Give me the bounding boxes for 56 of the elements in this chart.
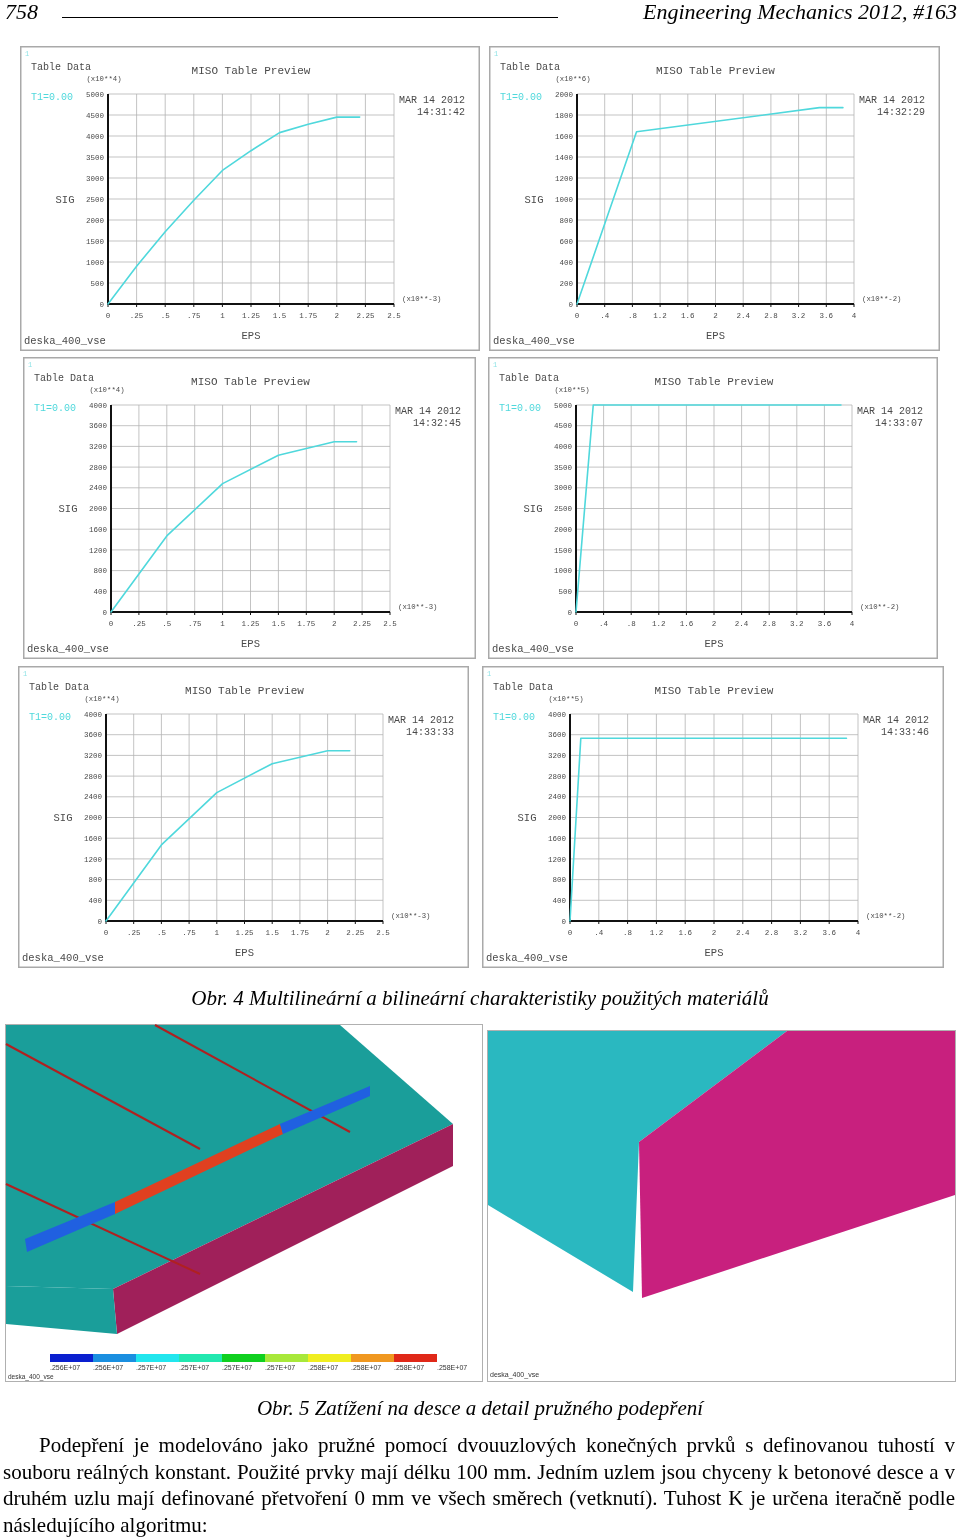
- line-series: [105, 749, 351, 922]
- x-axis-title: EPS: [235, 947, 254, 959]
- y-axis-title: SIG: [524, 193, 544, 206]
- text: Obr. 4 Multilineární a bilineární charakteristiky použitých materiálů: [190, 985, 770, 1011]
- text: T1=0.00: [31, 91, 74, 103]
- x-axis-title: EPS: [704, 638, 724, 650]
- text: Engineering Mechanics 2012, #163: [642, 0, 957, 24]
- text: Table Data: [29, 682, 90, 693]
- text: T1=0.00: [499, 402, 542, 414]
- text: deska_400_vse: [24, 335, 106, 347]
- chart-title: MISO Table Preview: [654, 376, 774, 388]
- text: 14:31:42: [416, 107, 465, 118]
- y-axis-title: SIG: [523, 503, 543, 515]
- text: Table Data: [31, 62, 92, 73]
- text: deska_400_vse: [493, 335, 575, 347]
- text: MAR 14 2012: [856, 406, 923, 417]
- chart-title: MISO Table Preview: [654, 685, 774, 697]
- text: 758: [5, 0, 38, 24]
- y-axis-title: SIG: [58, 503, 78, 515]
- text: deska_400_vse: [27, 643, 109, 655]
- y-axis-title: SIG: [55, 193, 75, 206]
- chart-title: MISO Table Preview: [185, 685, 305, 697]
- text: deska_400_vse: [22, 952, 104, 964]
- text: T1=0.00: [500, 91, 543, 103]
- text: MAR 14 2012: [862, 715, 929, 726]
- text: Table Data: [493, 682, 554, 693]
- text: MAR 14 2012: [398, 95, 465, 106]
- chart-title: MISO Table Preview: [656, 65, 776, 77]
- text: 14:33:07: [874, 418, 923, 429]
- y-axis-title: SIG: [53, 812, 73, 824]
- text: Table Data: [500, 62, 561, 73]
- x-axis-title: EPS: [706, 330, 725, 342]
- line-series: [110, 440, 358, 613]
- text: Podepření je modelováno jako pružné pomocí dvouuzlových konečných prvků s definovanou tuhostí v souboru reálných konstant. Použité prvky mají délku 100 mm. Jedním uzlem jsou chyceny k betonové desce a v druhém uzlu mají definované přetvoření 0 mm ve všech směrech (vetknutí). Tuhost K je určena iteračně podle následujícího algoritmu:: [3, 1432, 955, 1538]
- text: T1=0.00: [29, 711, 72, 723]
- text: T1=0.00: [34, 402, 77, 414]
- text: 14:33:46: [880, 727, 929, 738]
- text: Obr. 5 Zatížení na desce a detail pružného podepření: [255, 1395, 706, 1421]
- text: MAR 14 2012: [858, 95, 925, 106]
- x-axis-title: EPS: [241, 638, 260, 650]
- text: 14:32:45: [412, 418, 461, 429]
- text: deska_400_vse: [492, 643, 574, 655]
- text: 14:32:29: [876, 107, 925, 118]
- text: T1=0.00: [493, 711, 536, 723]
- x-axis-title: EPS: [241, 330, 261, 342]
- text: Table Data: [499, 373, 560, 384]
- chart-title: MISO Table Preview: [191, 376, 311, 388]
- x-axis-title: EPS: [704, 947, 724, 959]
- chart-title: MISO Table Preview: [191, 65, 311, 77]
- line-series: [107, 116, 361, 305]
- text: deska_400_vse: [486, 952, 568, 964]
- y-axis-title: SIG: [517, 812, 537, 824]
- text: Table Data: [34, 373, 95, 384]
- text: MAR 14 2012: [394, 406, 461, 417]
- text: MAR 14 2012: [387, 715, 454, 726]
- text: 14:33:33: [405, 727, 454, 738]
